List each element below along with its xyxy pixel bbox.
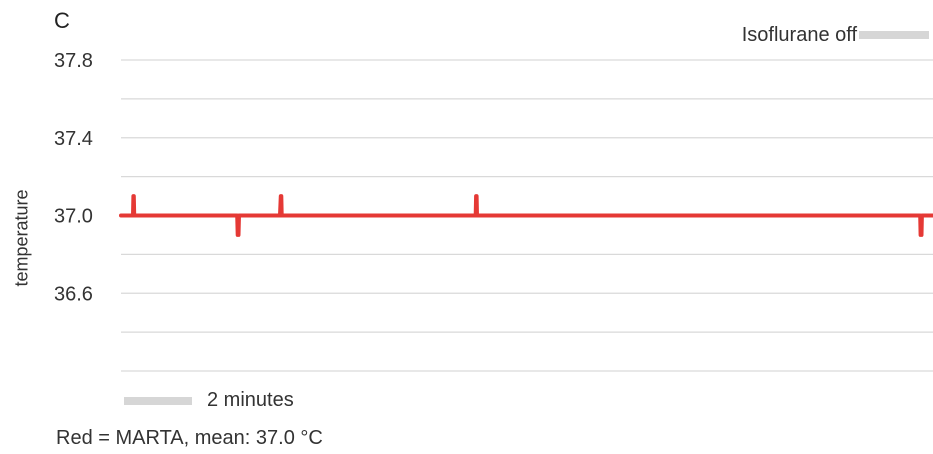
y-tick-label: 37.4 xyxy=(54,128,93,150)
temperature-series-line xyxy=(119,194,933,237)
y-tick-label: 37.0 xyxy=(54,206,93,228)
legend-label: Isoflurane off xyxy=(741,24,857,46)
caption: Red = MARTA, mean: 37.0 °C xyxy=(56,427,323,449)
panel-label: C xyxy=(54,8,70,33)
series-group xyxy=(119,194,933,237)
scale-bar xyxy=(124,397,192,405)
legend-swatch xyxy=(859,31,929,39)
y-tick-label: 36.6 xyxy=(54,283,93,305)
scale-bar-label: 2 minutes xyxy=(207,389,294,411)
y-tick-labels: 36.6 37.0 37.4 37.8 xyxy=(54,50,93,305)
y-tick-label: 37.8 xyxy=(54,50,93,72)
